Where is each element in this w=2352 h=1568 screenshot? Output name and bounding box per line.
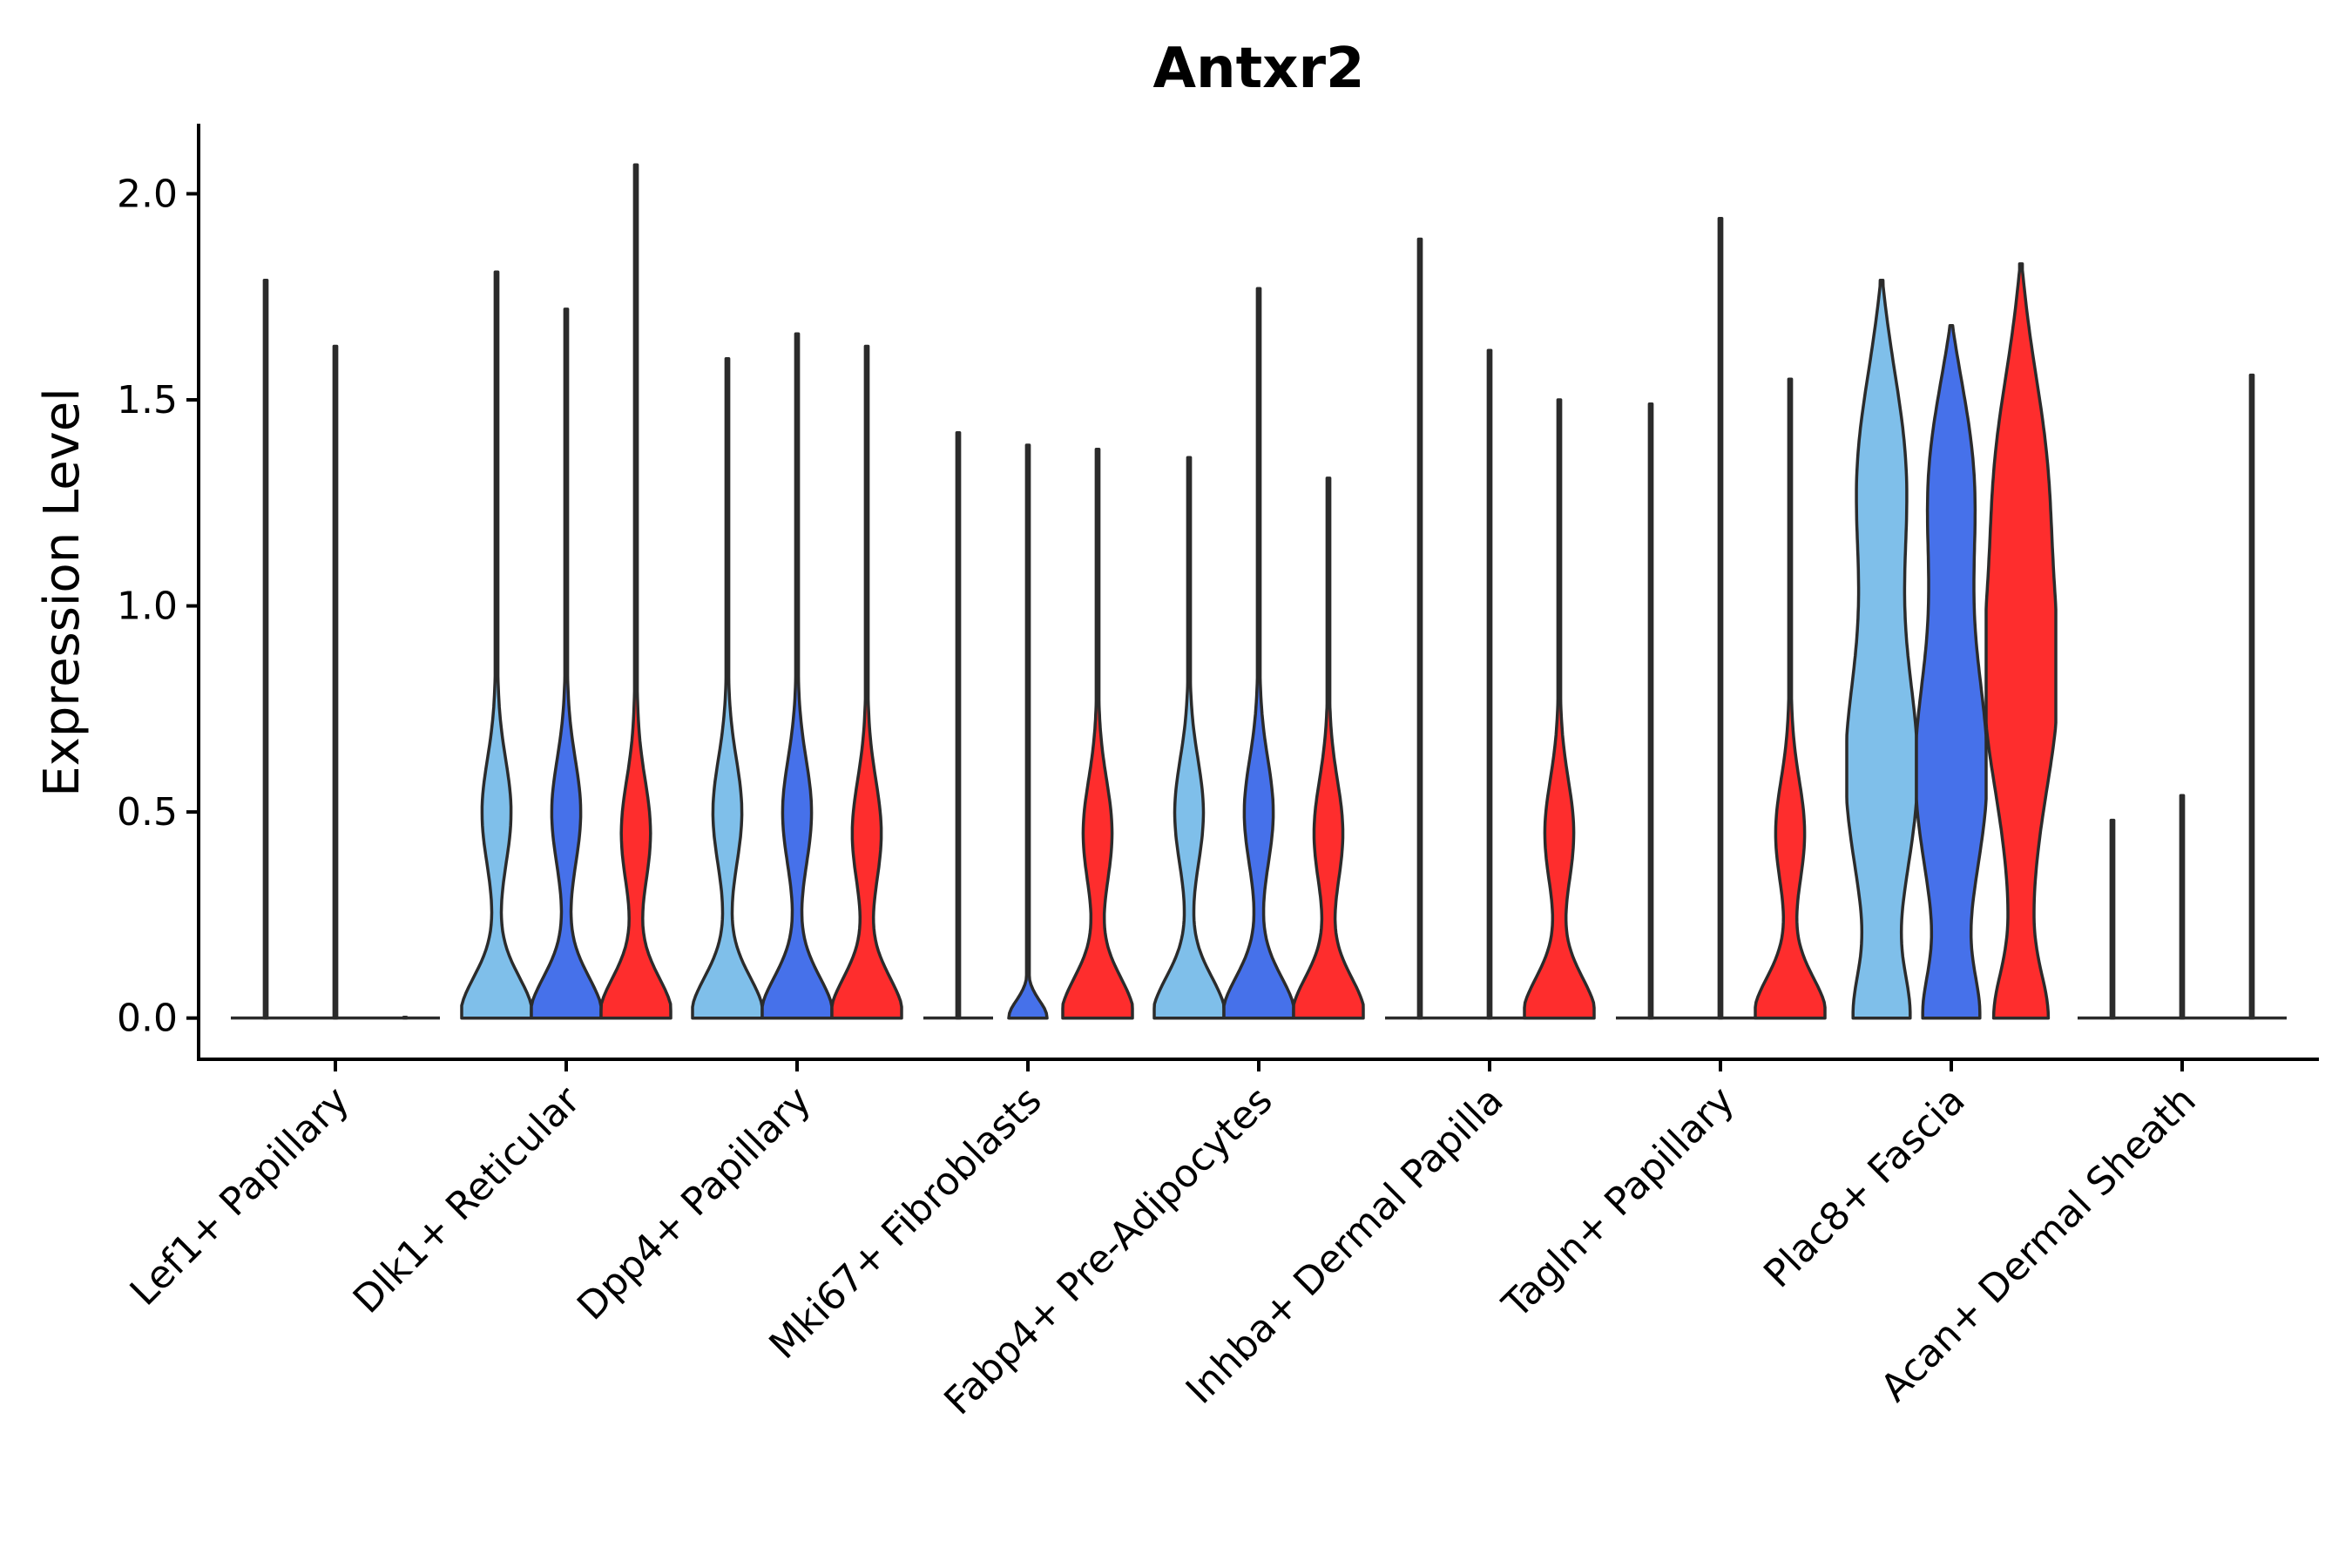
violin-5-0 — [1416, 237, 1423, 1020]
violin-5-2 — [1523, 398, 1596, 1020]
violin-6-1 — [1717, 217, 1724, 1020]
violin-6-2 — [1754, 377, 1827, 1020]
violin-8-0 — [2109, 818, 2116, 1020]
violin-8-1 — [2179, 794, 2186, 1020]
violin-6-0 — [1647, 402, 1654, 1020]
violin-4-2 — [1292, 476, 1365, 1020]
x-tick-label: Dlk1+ Reticular — [345, 1078, 590, 1322]
violin-7-0 — [1845, 279, 1918, 1020]
y-tick-label: 1.0 — [117, 585, 178, 629]
violin-3-1 — [1007, 443, 1049, 1020]
x-tick-label: Dpp4+ Papillary — [569, 1078, 820, 1329]
violin-1-0 — [460, 270, 533, 1020]
violin-1-1 — [530, 308, 603, 1020]
y-axis-ticks: 0.0 0.5 1.0 1.5 2.0 — [117, 172, 199, 1041]
violin-7-2 — [1984, 262, 2058, 1020]
violin-2-1 — [760, 332, 834, 1020]
violin-1-2 — [599, 163, 672, 1020]
violin-3-2 — [1061, 448, 1134, 1020]
x-tick-label: Tagln+ Papillary — [1494, 1078, 1743, 1328]
violin-8-2 — [2248, 373, 2255, 1020]
violin-3-0 — [955, 431, 962, 1020]
violin-4-0 — [1152, 456, 1226, 1020]
x-tick-label: Plac8+ Fascia — [1755, 1078, 1974, 1297]
violin-2-0 — [691, 356, 764, 1020]
y-axis-label: Expression Level — [34, 388, 91, 797]
violin-7-1 — [1915, 324, 1988, 1020]
violin-0-0 — [262, 279, 269, 1020]
violin-5-1 — [1486, 348, 1493, 1020]
x-tick-label: Lef1+ Papillary — [122, 1078, 358, 1315]
chart-title: Antxr2 — [1152, 37, 1364, 101]
violin-0-1 — [332, 344, 339, 1020]
y-tick-label: 1.5 — [117, 378, 178, 422]
violins-group — [231, 163, 2287, 1020]
violin-2-2 — [830, 344, 903, 1020]
y-tick-label: 0.0 — [117, 997, 178, 1041]
y-tick-label: 0.5 — [117, 790, 178, 835]
y-tick-label: 2.0 — [117, 172, 178, 216]
violin-4-1 — [1222, 287, 1295, 1020]
